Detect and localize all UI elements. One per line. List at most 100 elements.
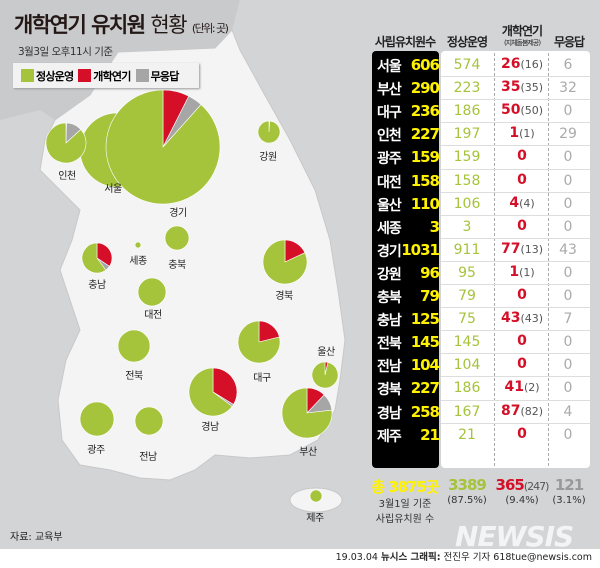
region-name: 울산 xyxy=(377,197,402,214)
total-value: 104 xyxy=(410,356,440,375)
slice-normal-15 xyxy=(188,367,233,417)
title-light: 현황 xyxy=(150,13,187,37)
values-panel xyxy=(441,51,590,468)
slice-normal-16 xyxy=(309,489,323,503)
map-label: 제주 xyxy=(306,513,324,524)
total-value: 79 xyxy=(420,287,440,305)
footer: 19.03.04 뉴시스 그래픽: 전진우 기자 618tue@newsis.c… xyxy=(0,549,600,568)
table-row: 강원 96 95 1(1) 0 xyxy=(372,261,590,284)
total-value: 21 xyxy=(420,425,440,444)
map-label: 서울 xyxy=(104,184,122,195)
total-value: 227 xyxy=(410,125,440,144)
region-column xyxy=(372,51,439,468)
normal-value: 167 xyxy=(453,403,481,420)
normal-value: 574 xyxy=(453,57,481,73)
newsis-watermark: NEWSIS xyxy=(455,520,574,553)
normal-value: 145 xyxy=(453,334,481,351)
table-row: 제주 21 21 0 0 xyxy=(372,423,590,446)
total-value: 159 xyxy=(410,148,440,167)
header-delayed: 개학연기 (지체돌봄제공) xyxy=(501,24,543,47)
slice-normal-11 xyxy=(81,242,107,274)
total-value: 96 xyxy=(420,263,440,282)
title-unit: (단위: 곳) xyxy=(191,22,229,35)
map-label: 울산 xyxy=(317,347,335,358)
table-row: 경남 258 167 87(82) 4 xyxy=(372,400,590,423)
delayed-value: 41(2) xyxy=(504,379,540,396)
table-row: 광주 159 159 0 0 xyxy=(372,145,590,168)
subtitle: 3월3일 오후11시 기준 xyxy=(18,46,113,58)
normal-value: 106 xyxy=(453,195,481,212)
legend-item-noresponse: 무응답 xyxy=(135,68,179,84)
delayed-value: 0 xyxy=(517,217,527,234)
total-value: 227 xyxy=(410,379,440,398)
noresponse-value: 7 xyxy=(563,311,573,328)
total-value: 3 xyxy=(429,217,440,236)
normal-value: 158 xyxy=(453,172,481,189)
table-row: 대구 236 186 50(50) 0 xyxy=(372,99,590,122)
slice-normal-12 xyxy=(117,329,151,363)
region-name: 경기 xyxy=(377,243,402,260)
noresponse-value: 0 xyxy=(563,357,573,374)
noresponse-value: 0 xyxy=(563,334,573,351)
legend: 정상운영 개학연기 무응답 xyxy=(13,63,199,88)
table-row: 전남 104 104 0 0 xyxy=(372,353,590,376)
table-row: 부산 290 223 35(35) 32 xyxy=(372,76,590,99)
total-noresponse: 121 xyxy=(554,476,584,494)
north-region xyxy=(0,0,240,120)
table-row: 인천 227 197 1(1) 29 xyxy=(372,122,590,145)
region-name: 부산 xyxy=(377,82,402,99)
header-noresponse: 무응답 xyxy=(553,35,585,49)
total-value: 1031 xyxy=(401,240,440,259)
slice-normal-4 xyxy=(79,401,115,437)
noresponse-value: 0 xyxy=(563,426,573,443)
region-name: 경남 xyxy=(377,405,402,422)
map-label: 경기 xyxy=(169,208,187,219)
total-normal-pct: (87.5%) xyxy=(447,495,487,506)
total-delayed-pct: (9.4%) xyxy=(505,495,539,506)
normal-value: 21 xyxy=(458,426,476,443)
noresponse-value: 0 xyxy=(563,264,573,281)
table-row: 전북 145 145 0 0 xyxy=(372,330,590,353)
total-delayed: 365(247) xyxy=(495,476,550,494)
noresponse-value: 0 xyxy=(563,195,573,212)
total-value: 145 xyxy=(410,333,440,352)
total-value: 290 xyxy=(410,79,440,98)
slice-normal-10 xyxy=(164,225,190,251)
source: 자료: 교육부 xyxy=(10,532,63,543)
total-note: 3월1일 기준 사립유치원 수 xyxy=(375,499,435,525)
table-row: 충남 125 75 43(43) 7 xyxy=(372,307,590,330)
normal-value: 104 xyxy=(453,357,481,374)
normal-value: 95 xyxy=(458,264,476,281)
delayed-value: 43(43) xyxy=(500,310,544,327)
total-value: 158 xyxy=(410,171,440,190)
total-value: 110 xyxy=(410,194,440,213)
total-value: 258 xyxy=(410,402,440,421)
normal-value: 159 xyxy=(453,149,481,166)
total-value: 125 xyxy=(410,310,440,329)
delayed-value: 0 xyxy=(517,425,527,442)
delayed-value: 50(50) xyxy=(500,102,544,119)
region-name: 강원 xyxy=(377,266,402,283)
region-name: 광주 xyxy=(377,151,402,168)
table-row: 울산 110 106 4(4) 0 xyxy=(372,192,590,215)
map-label: 세종 xyxy=(129,256,147,267)
total-value: 606 xyxy=(410,56,440,74)
header-normal: 정상운영 xyxy=(446,35,488,49)
map-label: 전북 xyxy=(125,371,143,382)
map-label: 광주 xyxy=(87,445,105,456)
map-label: 대구 xyxy=(253,373,271,384)
delayed-value: 0 xyxy=(517,171,527,188)
normal-value: 75 xyxy=(458,311,476,328)
noresponse-value: 0 xyxy=(563,380,573,397)
map-label: 강원 xyxy=(259,152,277,163)
slice-normal-8 xyxy=(105,89,221,205)
region-name: 인천 xyxy=(377,128,402,145)
slice-delayed-11 xyxy=(96,242,113,267)
map-label: 대전 xyxy=(144,310,162,321)
legend-item-delayed: 개학연기 xyxy=(78,68,131,84)
table-row: 경기 1031 911 77(13) 43 xyxy=(372,238,590,261)
delayed-value: 26(16) xyxy=(500,56,544,72)
region-name: 제주 xyxy=(377,428,402,445)
